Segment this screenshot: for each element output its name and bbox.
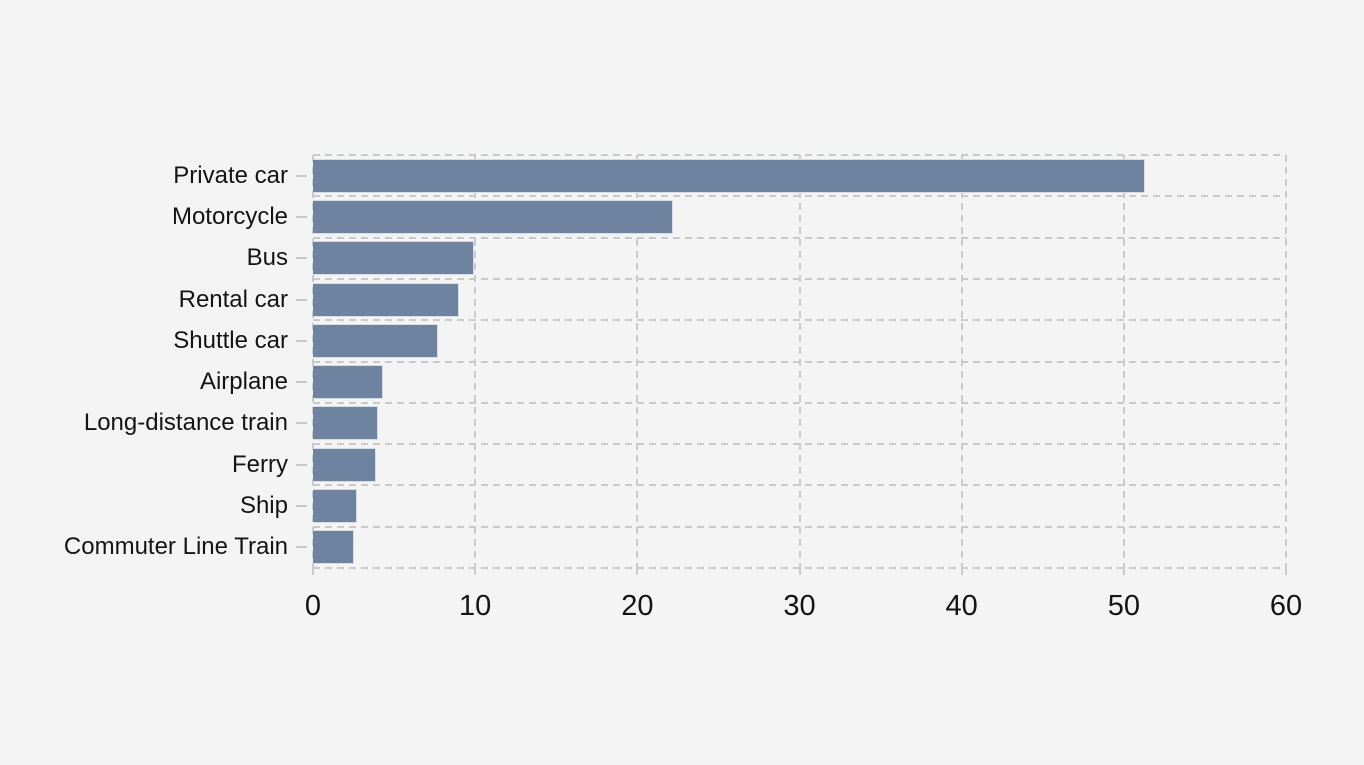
x-tick-mark <box>798 568 801 576</box>
y-tick-mark <box>296 546 307 549</box>
category-label: Ship <box>239 492 288 520</box>
x-tick-label: 40 <box>945 590 978 622</box>
category-label: Long-distance train <box>83 409 288 437</box>
bar <box>313 365 383 400</box>
category-label: Ferry <box>232 450 288 478</box>
x-tick-mark <box>960 568 963 576</box>
category-label: Rental car <box>178 285 288 313</box>
y-tick-mark <box>296 463 307 466</box>
gridline-v <box>636 155 639 568</box>
y-tick-mark <box>296 298 307 301</box>
y-tick-mark <box>296 422 307 425</box>
bar <box>313 241 474 276</box>
bar <box>313 199 673 234</box>
x-tick-label: 30 <box>783 590 816 622</box>
bar <box>313 489 357 524</box>
x-tick-mark <box>1285 568 1287 576</box>
bar <box>313 447 377 482</box>
plot-area <box>312 154 1287 569</box>
x-tick-label: 60 <box>1269 590 1303 622</box>
x-tick-mark <box>1122 568 1125 576</box>
x-tick-label: 0 <box>304 590 322 622</box>
gridline-v <box>474 155 477 568</box>
x-tick-label: 20 <box>621 590 654 622</box>
gridline-v <box>1285 155 1287 568</box>
x-tick-mark <box>474 568 477 576</box>
gridline-v <box>960 155 963 568</box>
y-tick-mark <box>296 339 307 342</box>
y-tick-mark <box>296 505 307 508</box>
y-tick-mark <box>296 257 307 260</box>
y-tick-mark <box>296 215 307 218</box>
gridline-v <box>312 155 314 568</box>
bar <box>313 530 354 565</box>
bar <box>313 282 459 317</box>
gridline-v <box>798 155 801 568</box>
x-tick-label: 10 <box>459 590 492 622</box>
gridline-v <box>1122 155 1125 568</box>
category-label: Shuttle car <box>173 326 288 354</box>
x-tick-mark <box>312 568 314 576</box>
category-label: Bus <box>246 244 288 272</box>
bar <box>313 323 438 358</box>
y-tick-mark <box>296 174 307 177</box>
category-label: Motorcycle <box>171 202 288 230</box>
y-tick-mark <box>296 381 307 384</box>
x-tick-label: 50 <box>1107 590 1140 622</box>
category-label: Private car <box>173 161 288 189</box>
x-tick-mark <box>636 568 639 576</box>
category-label: Airplane <box>199 368 288 396</box>
category-label: Commuter Line Train <box>63 533 288 561</box>
bar <box>313 406 378 441</box>
bar <box>313 158 1145 193</box>
